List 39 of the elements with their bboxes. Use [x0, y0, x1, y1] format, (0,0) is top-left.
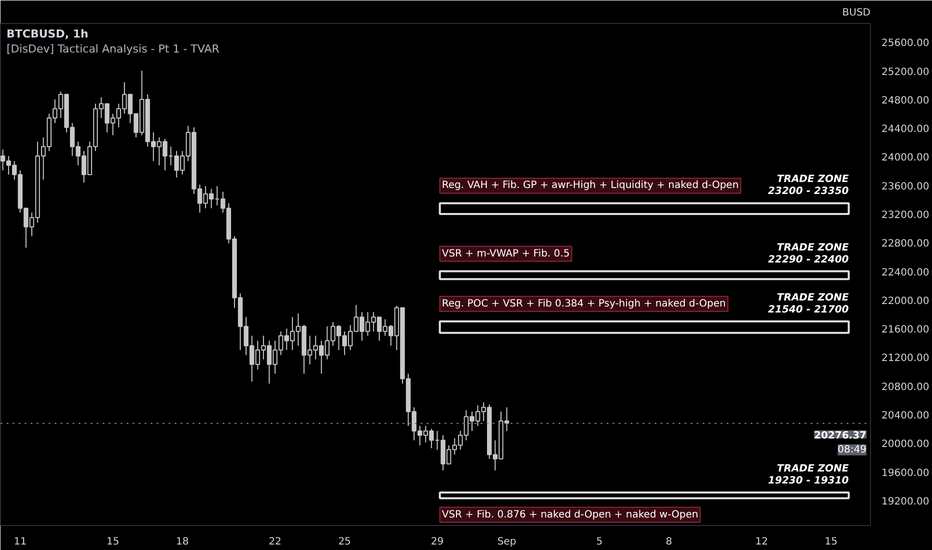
y-tick-label: 24000.00 [882, 152, 930, 164]
x-tick-label: 8 [666, 536, 672, 548]
annotation: TRADE ZONE 21540 - 21700 [768, 292, 849, 316]
y-tick-label: 25600.00 [882, 38, 930, 50]
x-tick-label: 5 [596, 536, 603, 548]
y-tick-label: 23200.00 [882, 210, 930, 221]
y-tick-label: 23600.00 [882, 181, 930, 192]
y-tick-label: 24400.00 [882, 124, 930, 136]
annotation: TRADE ZONE 22290 - 22400 [768, 242, 849, 266]
y-tick-label: 21200.00 [882, 353, 930, 364]
y-tick-label: 19200.00 [882, 496, 930, 508]
band-label: Reg. VAH + Fib. GP + awr-High + Liquidity + naked d-Open [442, 180, 739, 192]
x-tick-label: 12 [755, 536, 768, 548]
band-label: VSR + m-VWAP + Fib. 0.5 [442, 248, 570, 260]
x-tick-label: 18 [176, 536, 189, 548]
x-tick-label: Sep [497, 536, 516, 548]
y-tick-label: 19600.00 [882, 468, 930, 479]
x-tick-label: 15 [106, 536, 120, 548]
y-tick-label: 20800.00 [882, 382, 930, 393]
text: [DisDev] Tactical Analysis - Pt 1 - TVAR [6, 42, 220, 56]
annotation: TRADE ZONE 23200 - 23350 [768, 174, 849, 198]
x-tick-label: 15 [824, 536, 838, 548]
y-tick-label: 22800.00 [882, 238, 930, 250]
band-label: Reg. POC + VSR + Fib 0.384 + Psy-high + naked d-Open [442, 298, 726, 310]
y-tick-label: 25200.00 [882, 66, 930, 78]
y-tick-label: 22400.00 [882, 267, 930, 278]
y-tick-label: 24800.00 [882, 95, 930, 106]
band-label: VSR + Fib. 0.876 + naked d-Open + naked w-Open [442, 509, 698, 520]
y-tick-label: 20400.00 [882, 410, 930, 422]
x-tick-label: 25 [338, 536, 351, 548]
x-tick-label: 29 [430, 536, 444, 548]
y-tick-label: 22000.00 [882, 296, 930, 307]
x-tick-label: 11 [14, 536, 27, 548]
chart-title: BTCBUSD, 1h [6, 28, 88, 40]
annotation: TRADE ZONE 19230 - 19310 [768, 464, 849, 487]
y-tick-label: 20000.00 [882, 439, 930, 450]
x-tick-label: 22 [268, 536, 282, 548]
y-axis-title: BUSD [842, 8, 871, 18]
y-tick-label: 21600.00 [882, 324, 930, 336]
